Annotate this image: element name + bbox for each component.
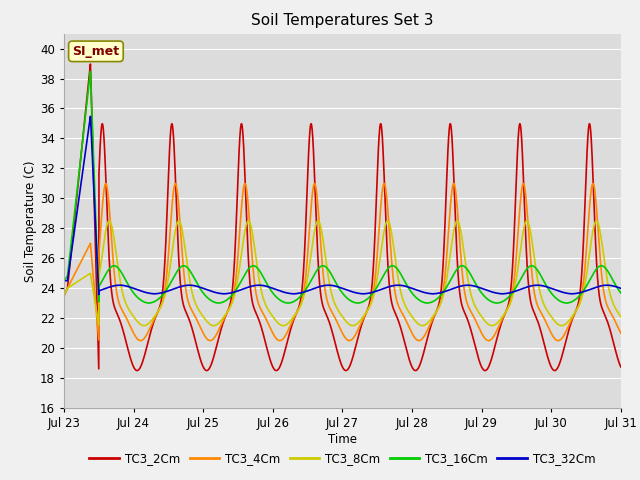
TC3_32Cm [476, 285, 483, 290]
Title: Soil Temperatures Set 3: Soil Temperatures Set 3 [251, 13, 434, 28]
TC3_8Cm [518, 236, 526, 242]
Line: TC3_2Cm: TC3_2Cm [64, 64, 621, 371]
TC3_2Cm [617, 364, 625, 370]
TC3_16Cm [476, 288, 483, 293]
TC3_16Cm [161, 289, 169, 295]
TC3_32Cm [422, 290, 430, 296]
TC3_4Cm [346, 338, 353, 344]
Text: SI_met: SI_met [72, 45, 120, 58]
TC3_16Cm [354, 300, 362, 306]
Line: TC3_32Cm: TC3_32Cm [64, 116, 621, 295]
TC3_32Cm [518, 286, 526, 292]
TC3_4Cm [273, 336, 280, 342]
TC3_8Cm [422, 321, 430, 327]
TC3_16Cm [60, 278, 68, 284]
TC3_4Cm [617, 330, 625, 336]
TC3_32Cm [60, 278, 68, 284]
TC3_4Cm [589, 180, 596, 186]
Y-axis label: Soil Temperature (C): Soil Temperature (C) [24, 160, 37, 282]
TC3_16Cm [86, 69, 94, 74]
TC3_8Cm [175, 218, 182, 224]
TC3_8Cm [60, 293, 68, 299]
TC3_4Cm [518, 185, 525, 191]
Line: TC3_8Cm: TC3_8Cm [64, 221, 621, 325]
TC3_2Cm [394, 317, 402, 323]
TC3_2Cm [518, 143, 526, 149]
TC3_2Cm [161, 251, 169, 257]
Legend: TC3_2Cm, TC3_4Cm, TC3_8Cm, TC3_16Cm, TC3_32Cm: TC3_2Cm, TC3_4Cm, TC3_8Cm, TC3_16Cm, TC3… [84, 447, 600, 469]
TC3_8Cm [617, 314, 625, 320]
TC3_4Cm [422, 330, 430, 336]
TC3_8Cm [161, 291, 169, 297]
TC3_2Cm [203, 368, 211, 373]
TC3_2Cm [273, 368, 281, 373]
Line: TC3_4Cm: TC3_4Cm [64, 183, 621, 341]
TC3_32Cm [273, 287, 281, 293]
TC3_8Cm [476, 311, 483, 317]
TC3_32Cm [617, 286, 625, 291]
TC3_8Cm [273, 319, 281, 324]
TC3_16Cm [394, 267, 402, 273]
TC3_2Cm [422, 339, 430, 345]
TC3_32Cm [86, 113, 94, 119]
TC3_16Cm [422, 300, 430, 306]
TC3_4Cm [161, 285, 169, 291]
TC3_32Cm [95, 292, 102, 298]
TC3_32Cm [394, 282, 402, 288]
TC3_8Cm [488, 323, 496, 328]
TC3_2Cm [60, 293, 68, 299]
TC3_16Cm [273, 295, 281, 300]
X-axis label: Time: Time [328, 433, 357, 446]
TC3_8Cm [394, 275, 402, 280]
TC3_16Cm [617, 290, 625, 296]
TC3_2Cm [476, 359, 483, 365]
TC3_4Cm [394, 302, 402, 308]
TC3_4Cm [476, 326, 483, 332]
TC3_4Cm [60, 293, 68, 299]
Line: TC3_16Cm: TC3_16Cm [64, 72, 621, 303]
TC3_32Cm [161, 289, 169, 295]
TC3_16Cm [518, 274, 526, 279]
TC3_2Cm [86, 61, 94, 67]
